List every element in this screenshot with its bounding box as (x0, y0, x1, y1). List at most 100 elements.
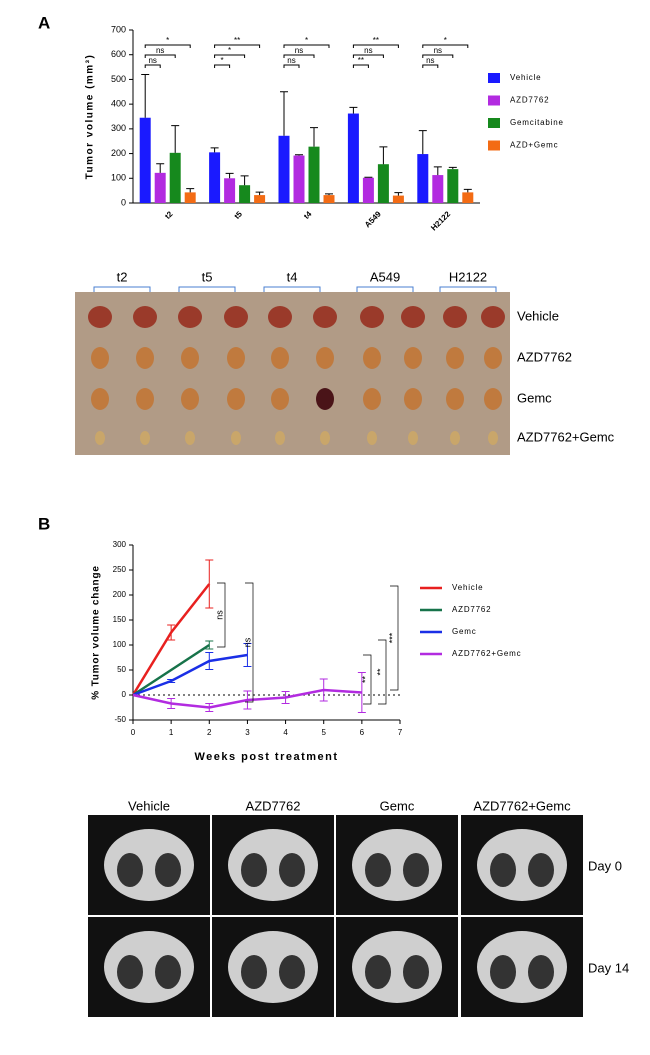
tumor (363, 347, 381, 369)
tumor (227, 388, 245, 410)
significance-label: ns (434, 46, 442, 55)
mri-body (352, 931, 442, 1003)
mri-images (88, 815, 583, 1017)
bar (185, 192, 196, 203)
mri-lung (490, 853, 516, 887)
significance-bracket (215, 45, 260, 48)
significance-label: ** (375, 668, 385, 676)
tumor (140, 431, 150, 445)
error-bar (349, 107, 357, 113)
tumor (227, 347, 245, 369)
bar (170, 153, 181, 203)
mri-lung (528, 955, 554, 989)
mri-lung (117, 955, 143, 989)
significance-label: ** (373, 36, 379, 45)
x-tick-label: t4 (302, 209, 314, 221)
series-line (133, 645, 209, 695)
significance-label: ns (287, 56, 295, 65)
x-tick-label: t5 (233, 209, 245, 221)
significance-bracket (215, 55, 245, 58)
tumor (316, 388, 334, 410)
x-tick-label: 0 (131, 728, 136, 737)
bar (140, 118, 151, 203)
tumor (408, 431, 418, 445)
significance-label: * (305, 36, 308, 45)
significance-label: ns (426, 56, 434, 65)
mri-lung (365, 853, 391, 887)
y-tick-label: 250 (113, 565, 127, 574)
error-bar (394, 193, 402, 196)
significance-label: ** (360, 676, 370, 684)
error-bar (434, 167, 442, 175)
error-bar (205, 560, 213, 608)
y-tick-label: 700 (111, 24, 126, 34)
tumor (231, 431, 241, 445)
tumor (404, 388, 422, 410)
group-label: t2 (117, 269, 128, 284)
legend-label: AZD7762 (452, 605, 491, 614)
group-bracket (264, 287, 320, 292)
significance-bracket (353, 45, 398, 48)
bar (378, 164, 389, 203)
group-bracket (357, 287, 413, 292)
bar (447, 169, 458, 203)
bar (417, 154, 428, 203)
y-tick-label: 100 (111, 173, 126, 183)
y-tick-label: 600 (111, 49, 126, 59)
y-tick-label: 300 (113, 540, 127, 549)
row-label: Gemc (517, 390, 552, 405)
y-tick-label: 200 (111, 148, 126, 158)
legend-swatch (488, 141, 500, 151)
tumor (484, 388, 502, 410)
bar (462, 192, 473, 203)
tumor (133, 306, 157, 328)
tumor (178, 306, 202, 328)
significance-label: ns (364, 46, 372, 55)
row-label: Day 0 (588, 858, 622, 873)
y-tick-label: -50 (114, 715, 126, 724)
bar (309, 147, 320, 203)
mri-lung (279, 955, 305, 989)
mri-body (228, 829, 318, 901)
tumor (185, 431, 195, 445)
x-tick-label: 7 (398, 728, 403, 737)
tumor (88, 306, 112, 328)
bar (363, 178, 374, 203)
legend-swatch (488, 73, 500, 83)
tumor (181, 347, 199, 369)
tumor (360, 306, 384, 328)
group-bracket (179, 287, 235, 292)
tumor (136, 388, 154, 410)
tumor (91, 347, 109, 369)
tumor (136, 347, 154, 369)
error-bar (449, 167, 457, 169)
tumor (95, 431, 105, 445)
y-tick-label: 0 (121, 197, 126, 207)
significance-label: ** (234, 36, 240, 45)
legend-label: AZD7762+Gemc (452, 649, 521, 658)
error-bar (186, 189, 194, 193)
row-label: AZD7762+Gemc (517, 429, 615, 444)
mri-lung (155, 955, 181, 989)
mri-body (477, 931, 567, 1003)
mri-lung (279, 853, 305, 887)
tumor (91, 388, 109, 410)
group-label: A549 (370, 269, 400, 284)
bar (224, 178, 235, 203)
x-tick-label: 2 (207, 728, 212, 737)
tumor (181, 388, 199, 410)
error-bar (325, 194, 333, 195)
error-bar (156, 164, 164, 173)
bar (155, 173, 166, 203)
legend-label: Vehicle (452, 583, 483, 592)
significance-label: ns (295, 46, 303, 55)
legend-label: Vehicle (510, 73, 541, 82)
significance-bracket (353, 65, 368, 68)
error-bar (241, 176, 249, 185)
legend-swatch (488, 96, 500, 106)
row-label: AZD7762 (517, 349, 572, 364)
significance-bracket (284, 45, 329, 48)
error-bar (280, 92, 288, 136)
group-label: t5 (202, 269, 213, 284)
